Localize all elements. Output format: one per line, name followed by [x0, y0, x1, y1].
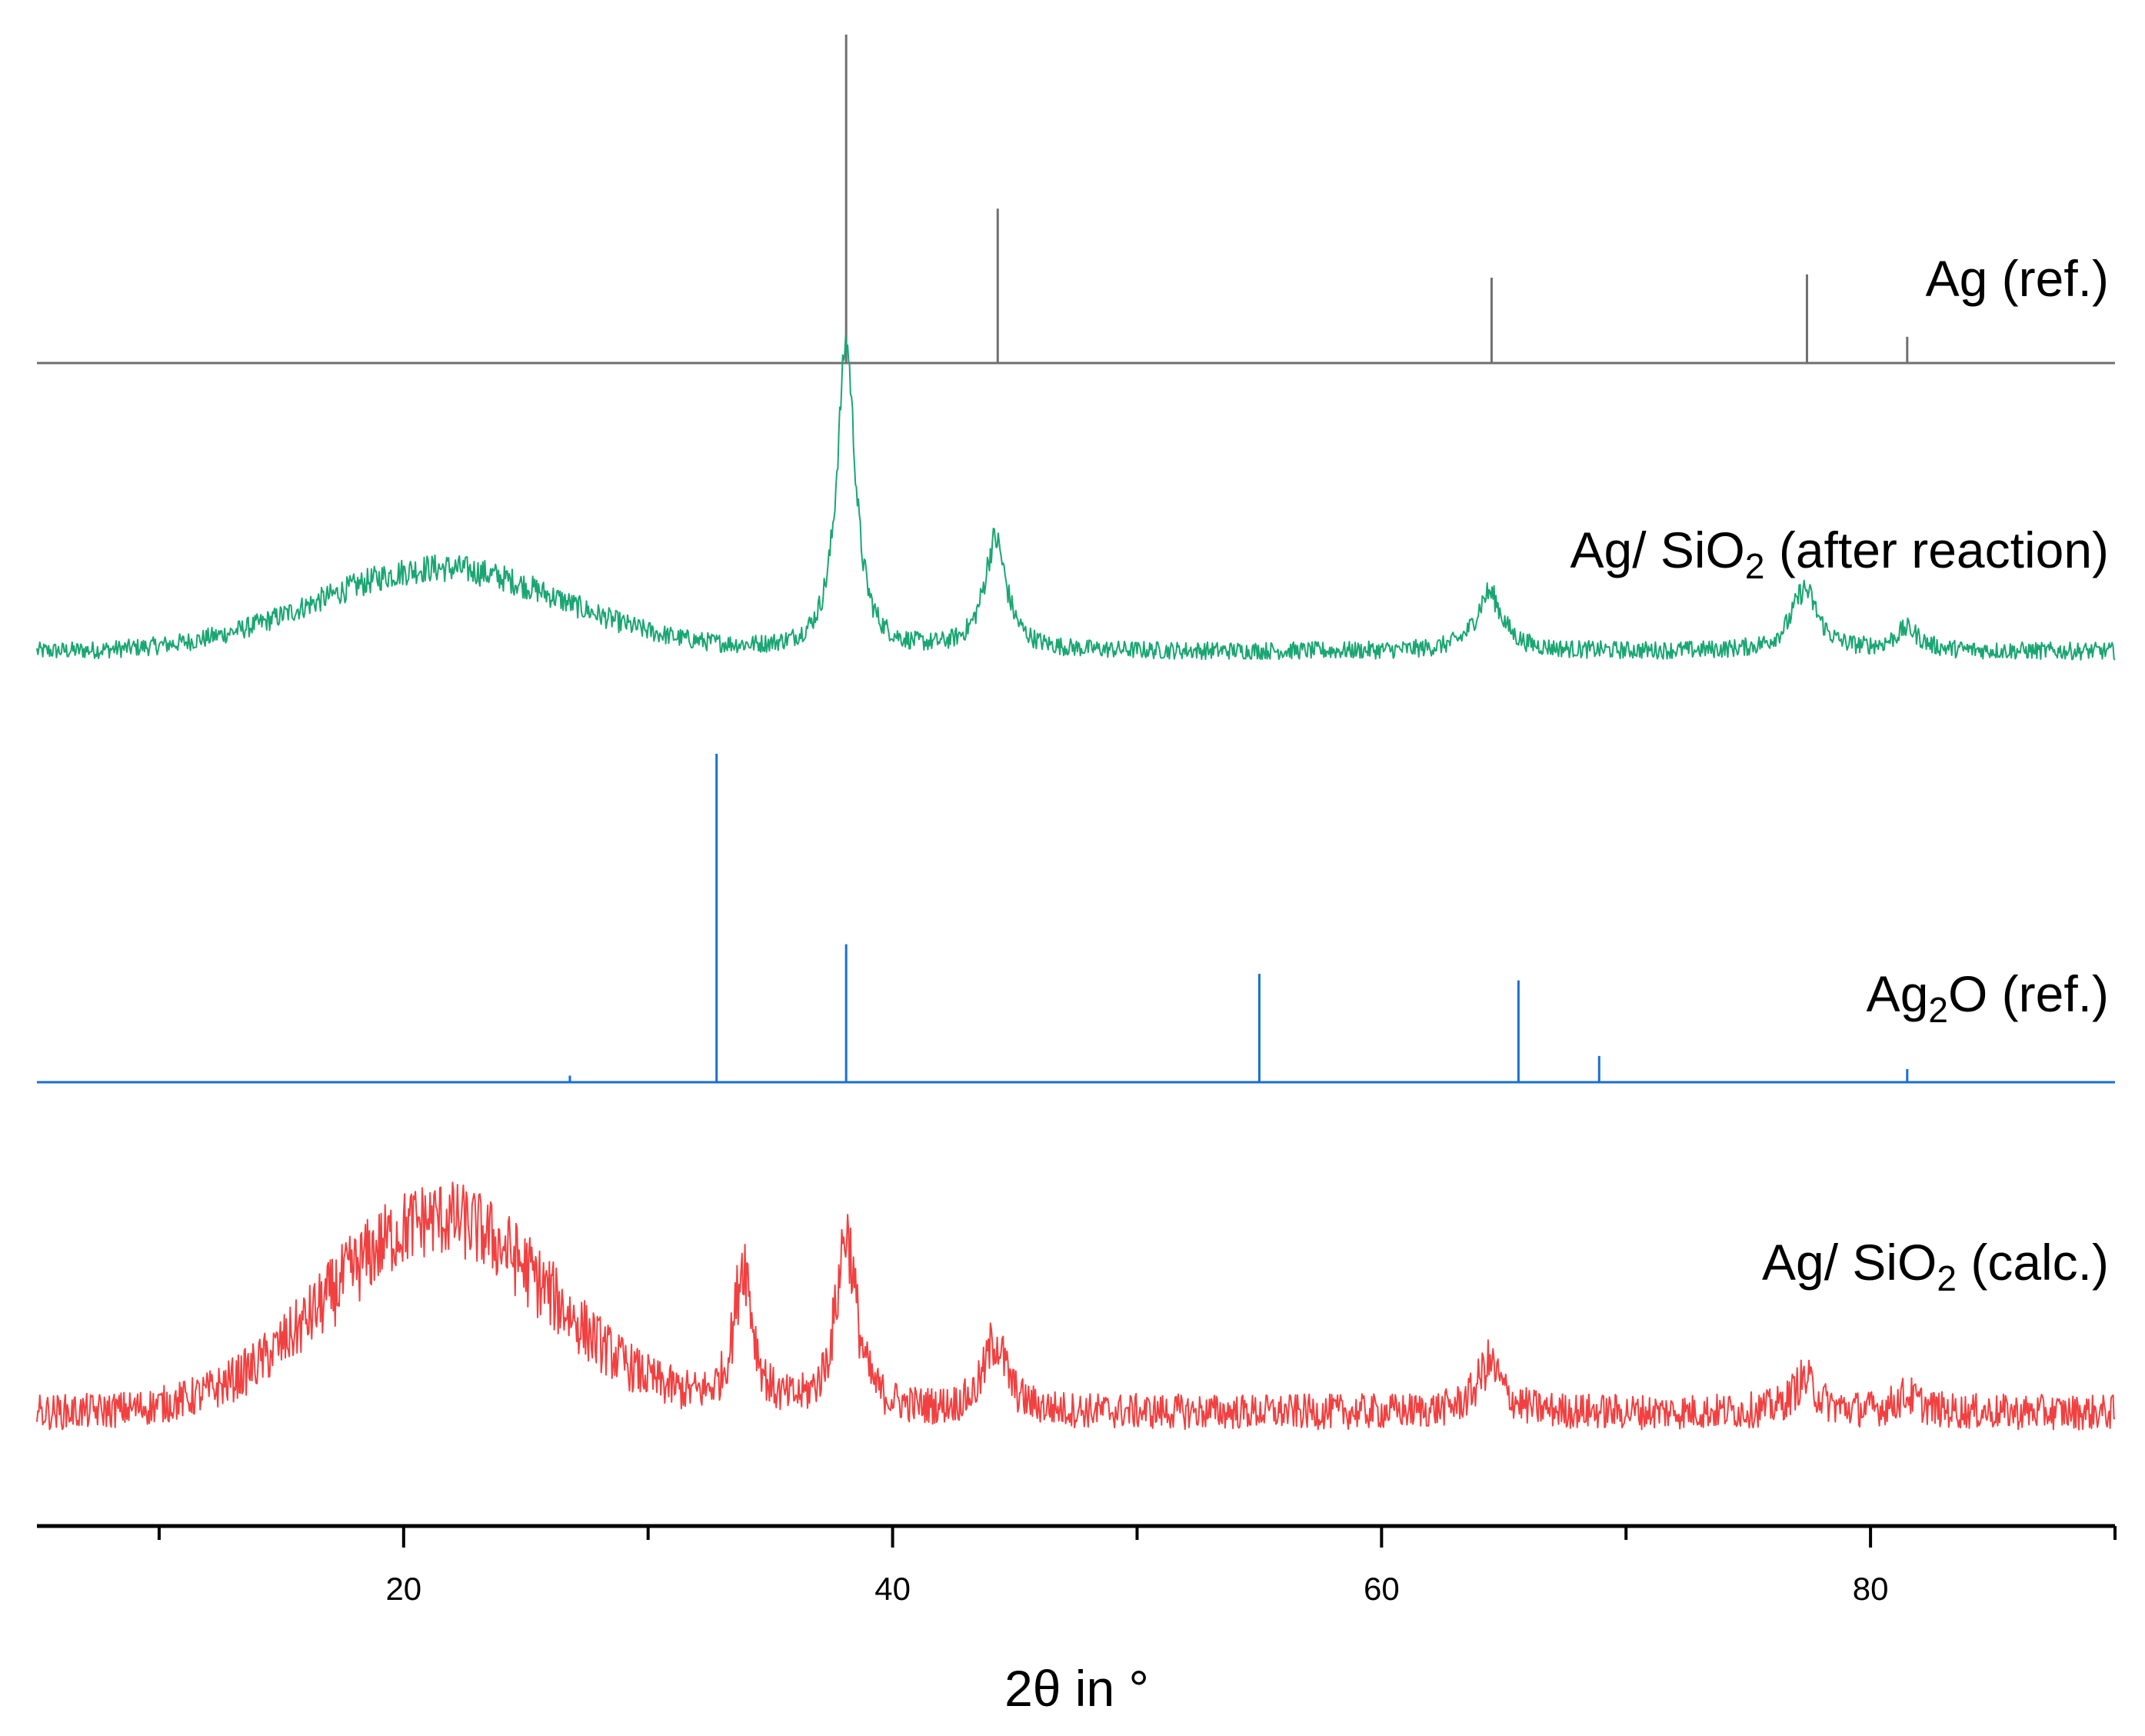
- series-labels: Ag (ref.) Ag/ SiO2 (after reaction) Ag2O…: [1570, 250, 2109, 1298]
- series-label-ag-ref: Ag (ref.): [1926, 250, 2109, 307]
- series-ag2o_ref: [37, 754, 2115, 1084]
- x-axis-title: 2θ in °: [1004, 1660, 1149, 1717]
- plot-area: [36, 35, 2116, 1431]
- series-ag_ref: [37, 35, 2115, 365]
- series-ag_sio2_after: [36, 335, 2116, 661]
- x-axis: 20 40 60 80 2θ in °: [37, 1524, 2117, 1717]
- x-tick-label: 40: [874, 1571, 911, 1607]
- series-label-ag-sio2-after-reaction: Ag/ SiO2 (after reaction): [1570, 521, 2109, 586]
- series-label-ag2o-ref: Ag2O (ref.): [1867, 965, 2109, 1030]
- ag_sio2_after-pattern-line: [36, 335, 2116, 661]
- ag_sio2_calc-pattern-line: [36, 1181, 2116, 1431]
- series-ag_sio2_calc: [36, 1181, 2116, 1431]
- x-tick-label: 20: [385, 1571, 421, 1607]
- x-ticks: 20 40 60 80: [157, 1526, 2117, 1607]
- series-label-ag-sio2-calc: Ag/ SiO2 (calc.): [1762, 1234, 2109, 1298]
- x-tick-label: 80: [1853, 1571, 1889, 1607]
- x-tick-label: 60: [1364, 1571, 1400, 1607]
